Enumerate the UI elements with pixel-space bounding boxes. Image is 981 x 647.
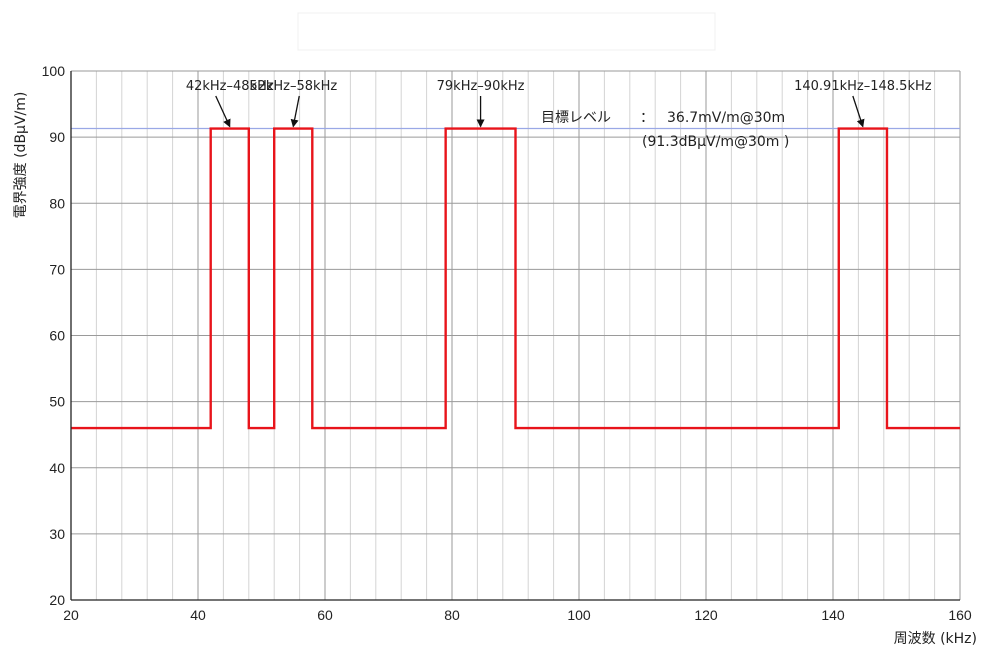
band-label: 42kHz–48kHz bbox=[186, 79, 274, 94]
band-label: 140.91kHz–148.5kHz bbox=[794, 79, 932, 94]
y-tick-label: 70 bbox=[49, 261, 65, 277]
y-tick-label: 90 bbox=[49, 129, 65, 145]
y-tick-label: 20 bbox=[49, 592, 65, 608]
x-tick-label: 120 bbox=[694, 607, 718, 623]
y-tick-label: 40 bbox=[49, 460, 65, 476]
tick-labels: 20 40 60 80 100 120 140 160 20 30 40 50 60 70 80 90 100 bbox=[42, 63, 972, 623]
y-tick-label: 30 bbox=[49, 526, 65, 542]
axes bbox=[70, 71, 960, 601]
target-level-separator: ： bbox=[640, 110, 654, 126]
x-tick-label: 100 bbox=[567, 607, 591, 623]
x-tick-label: 80 bbox=[444, 607, 460, 623]
x-tick-label: 40 bbox=[190, 607, 206, 623]
title-box bbox=[297, 12, 716, 51]
band-arrow bbox=[852, 95, 865, 128]
target-level-value-db: (91.3dBμV/m@30m ) bbox=[642, 134, 789, 150]
target-level-note: 目標レベル ： 36.7mV/m@30m (91.3dBμV/m@30m ) bbox=[541, 110, 789, 150]
target-level-value: 36.7mV/m@30m bbox=[667, 110, 785, 126]
band-arrow bbox=[290, 95, 300, 128]
y-tick-label: 60 bbox=[49, 328, 65, 344]
band-label: 79kHz–90kHz bbox=[437, 79, 525, 94]
series-layer bbox=[71, 127, 960, 430]
y-axis-label: 電界強度 (dBμV/m) bbox=[13, 92, 29, 219]
series-line-0 bbox=[71, 127, 960, 430]
band-label: 52kHz–58kHz bbox=[249, 79, 337, 94]
x-tick-label: 160 bbox=[948, 607, 972, 623]
x-tick-label: 60 bbox=[317, 607, 333, 623]
y-tick-label: 50 bbox=[49, 394, 65, 410]
x-tick-label: 140 bbox=[821, 607, 845, 623]
band-arrow bbox=[215, 95, 231, 128]
y-tick-label: 80 bbox=[49, 195, 65, 211]
y-tick-label: 100 bbox=[42, 63, 66, 79]
target-level-label: 目標レベル bbox=[541, 110, 611, 126]
x-tick-label: 20 bbox=[63, 607, 79, 623]
grid bbox=[70, 70, 961, 601]
x-axis-label: 周波数 (kHz) bbox=[894, 631, 977, 647]
